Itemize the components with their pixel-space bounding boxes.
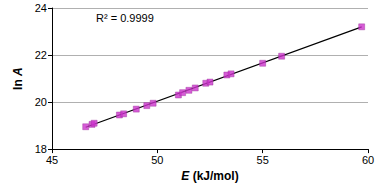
svg-text:ln: ln: [11, 79, 25, 90]
svg-text:A: A: [11, 67, 25, 77]
svg-text:E: E: [181, 169, 190, 183]
svg-text:60: 60: [362, 154, 374, 166]
svg-text:55: 55: [257, 154, 269, 166]
svg-text:R² = 0.9999: R² = 0.9999: [96, 12, 154, 24]
svg-text:(kJ/mol): (kJ/mol): [193, 169, 239, 183]
svg-text:45: 45: [46, 154, 58, 166]
svg-text:20: 20: [35, 96, 47, 108]
svg-text:18: 18: [34, 143, 47, 156]
svg-text:22: 22: [35, 49, 47, 61]
svg-text:24: 24: [35, 2, 47, 14]
svg-text:50: 50: [151, 154, 163, 166]
